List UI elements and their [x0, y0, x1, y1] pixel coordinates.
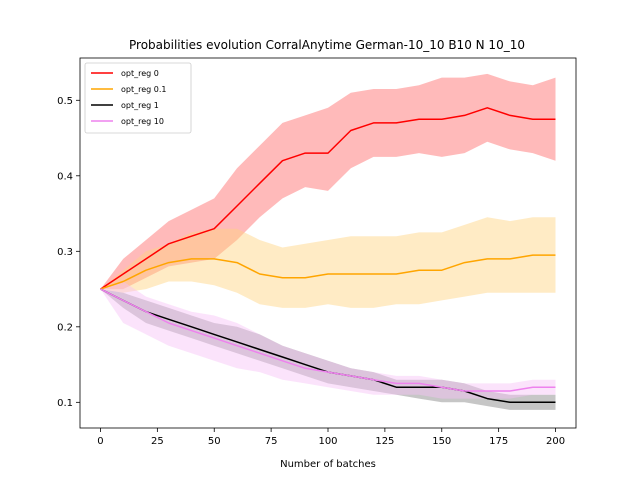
legend-label: opt_reg 10 — [121, 117, 164, 126]
line-opt-reg-0-1 — [100, 254, 556, 290]
legend-label: opt_reg 0.1 — [121, 85, 167, 94]
x-tick-label: 100 — [318, 436, 337, 447]
line-opt-reg-10 — [100, 288, 556, 392]
legend-label: opt_reg 1 — [121, 101, 159, 110]
legend: opt_reg 0 opt_reg 0.1 opt_reg 1 opt_reg 10 — [84, 62, 192, 134]
confidence-bands — [100, 73, 556, 410]
x-tick-label: 125 — [375, 436, 394, 447]
x-tick-label: 50 — [208, 436, 221, 447]
x-tick-label: 25 — [151, 436, 164, 447]
x-axis-title: Number of batches — [280, 459, 376, 470]
legend-box — [84, 62, 192, 134]
line-opt-reg-0 — [100, 107, 556, 290]
x-tick-label: 150 — [432, 436, 451, 447]
x-axis-ticks: 0 25 50 75 100 125 150 175 200 — [97, 428, 565, 447]
y-tick-label: 0.4 — [57, 171, 73, 182]
y-tick-label: 0.1 — [57, 398, 73, 409]
band-opt-reg-0 — [100, 73, 556, 290]
y-tick-label: 0.3 — [57, 247, 73, 258]
x-tick-label: 0 — [97, 436, 103, 447]
legend-label: opt_reg 0 — [121, 69, 159, 78]
y-tick-label: 0.2 — [57, 322, 73, 333]
x-tick-label: 200 — [546, 436, 565, 447]
x-tick-label: 175 — [489, 436, 508, 447]
series-lines — [100, 107, 556, 404]
y-tick-label: 0.5 — [57, 96, 73, 107]
chart-title: Probabilities evolution CorralAnytime Ge… — [129, 38, 525, 52]
x-tick-label: 75 — [265, 436, 278, 447]
band-opt-reg-10 — [100, 281, 556, 399]
y-axis-ticks: 0.1 0.2 0.3 0.4 0.5 — [57, 96, 80, 409]
band-opt-reg-1 — [100, 289, 556, 410]
band-opt-reg-0-1 — [100, 217, 556, 308]
